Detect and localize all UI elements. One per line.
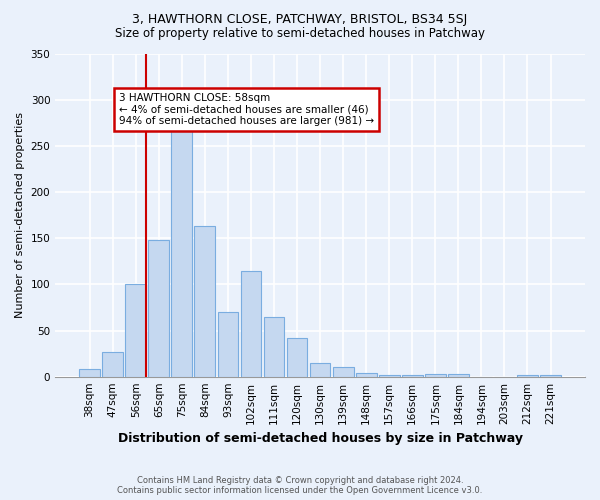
Bar <box>517 375 538 376</box>
Bar <box>148 240 169 376</box>
Bar <box>79 370 100 376</box>
Text: Size of property relative to semi-detached houses in Patchway: Size of property relative to semi-detach… <box>115 28 485 40</box>
Bar <box>125 284 146 376</box>
Bar <box>333 368 353 376</box>
Y-axis label: Number of semi-detached properties: Number of semi-detached properties <box>15 112 25 318</box>
Bar <box>540 375 561 376</box>
Text: 3 HAWTHORN CLOSE: 58sqm
← 4% of semi-detached houses are smaller (46)
94% of sem: 3 HAWTHORN CLOSE: 58sqm ← 4% of semi-det… <box>119 92 374 126</box>
Bar <box>263 317 284 376</box>
Bar <box>310 363 331 376</box>
Bar <box>102 352 123 376</box>
Bar <box>194 226 215 376</box>
Bar <box>287 338 307 376</box>
Bar <box>241 270 262 376</box>
X-axis label: Distribution of semi-detached houses by size in Patchway: Distribution of semi-detached houses by … <box>118 432 523 445</box>
Text: 3, HAWTHORN CLOSE, PATCHWAY, BRISTOL, BS34 5SJ: 3, HAWTHORN CLOSE, PATCHWAY, BRISTOL, BS… <box>133 12 467 26</box>
Bar <box>425 374 446 376</box>
Bar <box>356 373 377 376</box>
Bar <box>172 125 192 376</box>
Bar <box>218 312 238 376</box>
Text: Contains HM Land Registry data © Crown copyright and database right 2024.
Contai: Contains HM Land Registry data © Crown c… <box>118 476 482 495</box>
Bar <box>448 374 469 376</box>
Bar <box>402 375 422 376</box>
Bar <box>379 375 400 376</box>
